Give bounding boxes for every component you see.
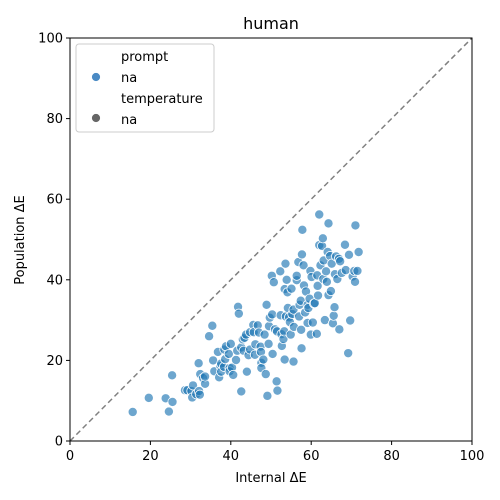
data-point bbox=[231, 354, 242, 365]
data-point bbox=[263, 338, 274, 349]
y-tick-label: 60 bbox=[46, 193, 63, 208]
chart-title: human bbox=[243, 14, 299, 33]
data-point bbox=[194, 389, 205, 400]
identity-reference-line bbox=[69, 37, 473, 442]
data-point bbox=[272, 385, 283, 396]
legend-box bbox=[75, 43, 215, 133]
legend-label-temperature-na: na bbox=[121, 113, 137, 128]
data-point bbox=[267, 309, 278, 320]
x-tick-label: 40 bbox=[223, 449, 240, 464]
data-point bbox=[279, 354, 290, 365]
data-point bbox=[280, 258, 291, 269]
data-point bbox=[286, 283, 297, 294]
data-point bbox=[262, 390, 273, 401]
data-point bbox=[311, 328, 322, 339]
data-point bbox=[352, 265, 363, 276]
y-tick-label: 80 bbox=[46, 112, 63, 127]
data-point bbox=[343, 249, 354, 260]
data-point bbox=[207, 320, 218, 331]
data-point bbox=[259, 329, 270, 340]
data-point bbox=[223, 348, 234, 359]
x-axis-title: Internal ΔE bbox=[235, 471, 306, 486]
data-point bbox=[296, 249, 307, 260]
data-point bbox=[350, 276, 361, 287]
x-tick-label: 100 bbox=[460, 449, 485, 464]
data-point bbox=[353, 246, 364, 257]
x-tick-label: 20 bbox=[142, 449, 159, 464]
data-point bbox=[236, 386, 247, 397]
data-point bbox=[163, 406, 174, 417]
legend-header-prompt: prompt bbox=[121, 50, 168, 65]
data-point bbox=[127, 406, 138, 417]
data-point bbox=[281, 274, 292, 285]
data-point bbox=[350, 220, 361, 231]
data-point bbox=[334, 324, 345, 335]
data-point bbox=[143, 392, 154, 403]
data-point bbox=[325, 286, 336, 297]
data-point bbox=[268, 277, 279, 288]
data-point bbox=[323, 218, 334, 229]
data-point bbox=[258, 354, 269, 365]
data-point bbox=[312, 280, 323, 291]
data-point bbox=[193, 358, 204, 369]
y-tick-label: 0 bbox=[55, 435, 63, 450]
data-point bbox=[343, 348, 354, 359]
data-point bbox=[296, 324, 307, 335]
data-point bbox=[321, 266, 332, 277]
data-point bbox=[328, 310, 339, 321]
y-tick-label: 100 bbox=[38, 32, 63, 47]
plot-frame bbox=[69, 37, 473, 442]
y-axis-ticks: 0 20 40 60 80 100 bbox=[38, 32, 70, 450]
data-point bbox=[291, 270, 302, 281]
data-point bbox=[271, 376, 282, 387]
legend-marker-prompt bbox=[91, 72, 101, 82]
data-point bbox=[317, 233, 328, 244]
data-point bbox=[200, 371, 211, 382]
data-point bbox=[288, 356, 299, 367]
data-point bbox=[321, 276, 332, 287]
data-point bbox=[233, 308, 244, 319]
data-point bbox=[345, 315, 356, 326]
data-point bbox=[275, 266, 286, 277]
x-tick-label: 80 bbox=[383, 449, 400, 464]
data-point bbox=[267, 348, 278, 359]
data-point bbox=[188, 380, 199, 391]
data-point bbox=[167, 370, 178, 381]
y-axis-title: Population ΔE bbox=[13, 195, 28, 285]
data-point bbox=[298, 260, 309, 271]
legend-header-temperature: temperature bbox=[121, 92, 203, 107]
data-point bbox=[339, 239, 350, 250]
data-point bbox=[225, 338, 236, 349]
data-point bbox=[313, 290, 324, 301]
data-point bbox=[167, 396, 178, 407]
data-point bbox=[335, 256, 346, 267]
data-point bbox=[314, 209, 325, 220]
data-point bbox=[296, 343, 307, 354]
data-point bbox=[241, 366, 252, 377]
data-point bbox=[307, 317, 318, 328]
data-point bbox=[297, 224, 308, 235]
data-point bbox=[329, 302, 340, 313]
data-point bbox=[228, 369, 239, 380]
x-tick-label: 60 bbox=[303, 449, 320, 464]
data-point bbox=[260, 369, 271, 380]
legend: prompt na temperature na bbox=[75, 43, 215, 133]
data-point bbox=[261, 299, 272, 310]
legend-marker-temperature bbox=[91, 113, 101, 123]
x-tick-label: 0 bbox=[66, 449, 74, 464]
legend-label-prompt-na: na bbox=[121, 71, 137, 86]
data-points bbox=[127, 209, 364, 417]
x-axis-ticks: 0 20 40 60 80 100 bbox=[66, 441, 485, 464]
y-tick-label: 20 bbox=[46, 354, 63, 369]
y-tick-label: 40 bbox=[46, 273, 63, 288]
data-point bbox=[204, 331, 215, 342]
